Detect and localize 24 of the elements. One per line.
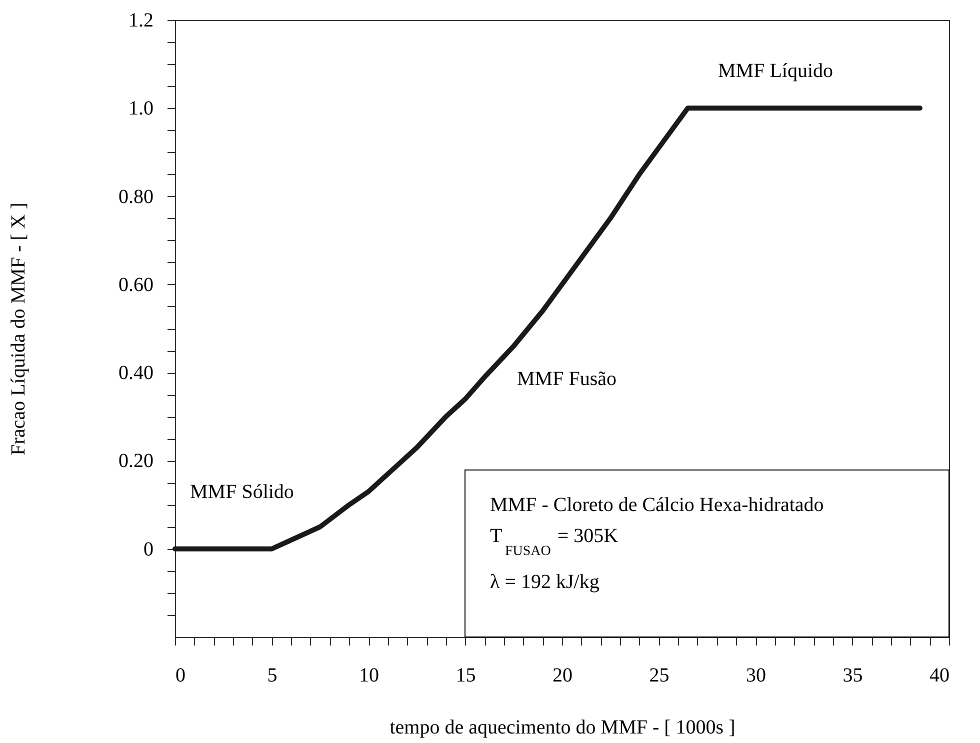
- x-tick-label: 10: [359, 664, 379, 686]
- x-axis-title: tempo de aquecimento do MMF - [ 1000s ]: [390, 716, 736, 738]
- annotation: λ = 192 kJ/kg: [490, 571, 600, 593]
- y-tick-label: 0.20: [118, 450, 154, 472]
- annotation: MMF Sólido: [190, 481, 294, 503]
- annotation: MMF Fusão: [517, 368, 616, 390]
- x-tick-label: 25: [649, 664, 670, 686]
- x-tick-label: 40: [930, 664, 950, 686]
- annotation: TFUSAO = 305K: [490, 525, 619, 559]
- y-tick-label: 0.80: [118, 186, 154, 208]
- x-tick-label: 5: [267, 664, 278, 686]
- y-tick-label: 0.40: [118, 362, 154, 384]
- x-tick-label: 15: [456, 664, 476, 686]
- x-tick-label: 30: [746, 664, 766, 686]
- y-tick-label: 0.60: [118, 274, 154, 296]
- y-tick-label: 0: [144, 538, 154, 560]
- y-tick-label: 1.0: [128, 98, 154, 120]
- annotation: MMF Líquido: [718, 60, 834, 82]
- x-tick-label: 0: [176, 664, 186, 686]
- annotation: MMF - Cloreto de Cálcio Hexa-hidratado: [490, 494, 824, 516]
- x-tick-label: 20: [552, 664, 572, 686]
- y-tick-label: 1.2: [128, 10, 154, 32]
- x-tick-label: 35: [842, 664, 863, 686]
- y-axis-title: Fracao Líquida do MMF - [ X ]: [8, 202, 30, 456]
